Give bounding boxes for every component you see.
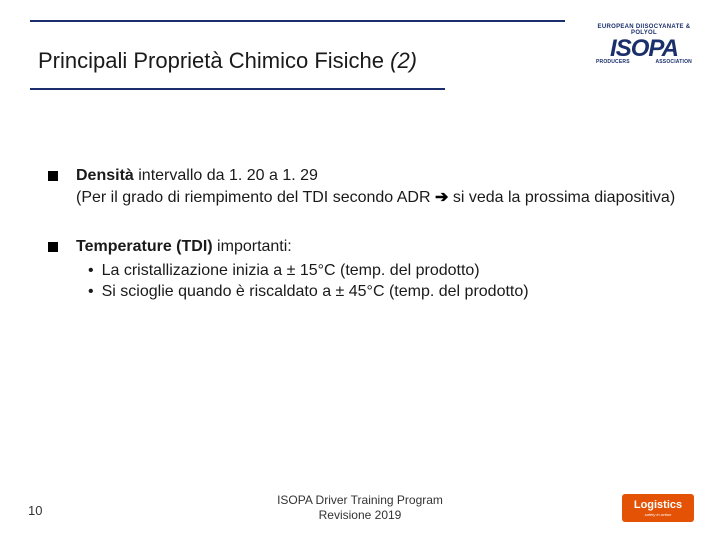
sub-bullet: • La cristallizazione inizia a ± 15°C (t… [88, 260, 678, 282]
logo-main-text: ISOPA [594, 38, 694, 60]
square-bullet-icon [48, 171, 58, 181]
footer-line1: ISOPA Driver Training Program [277, 493, 443, 507]
isopa-logo: EUROPEAN DIISOCYANATE & POLYOL ISOPA PRO… [594, 24, 694, 65]
bullet-body: Densità intervallo da 1. 20 a 1. 29 (Per… [76, 165, 678, 208]
top-rule [30, 20, 565, 22]
bullet-line2-post: si veda la prossima diapositiva) [448, 189, 675, 206]
title-text: Principali Proprietà Chimico Fisiche [38, 48, 390, 73]
footer-center: ISOPA Driver Training Program Revisione … [0, 493, 720, 522]
bullet-density: Densità intervallo da 1. 20 a 1. 29 (Per… [48, 165, 678, 208]
mid-rule [30, 88, 445, 90]
bullet-line2-pre: (Per il grado di riempimento del TDI sec… [76, 189, 435, 206]
footer-logo-tag: safety in action [645, 513, 672, 517]
sub-bullet-text: Si scioglie quando è riscaldato a ± 45°C… [102, 281, 529, 303]
sub-bullet-text: La cristallizazione inizia a ± 15°C (tem… [102, 260, 480, 282]
slide-title: Principali Proprietà Chimico Fisiche (2) [38, 48, 417, 74]
content-area: Densità intervallo da 1. 20 a 1. 29 (Per… [48, 165, 678, 331]
bullet-lead-bold: Densità [76, 167, 134, 184]
bullet-lead-rest: intervallo da 1. 20 a 1. 29 [134, 167, 318, 184]
sub-bullet: • Si scioglie quando è riscaldato a ± 45… [88, 281, 678, 303]
footer-line2: Revisione 2019 [319, 508, 402, 522]
bullet-lead-bold: Temperature (TDI) [76, 238, 213, 255]
dot-bullet-icon: • [88, 281, 94, 303]
slide: Principali Proprietà Chimico Fisiche (2)… [0, 0, 720, 540]
bullet-temperature: Temperature (TDI) importanti: • La crist… [48, 236, 678, 303]
sub-bullet-list: • La cristallizazione inizia a ± 15°C (t… [88, 260, 678, 303]
square-bullet-icon [48, 242, 58, 252]
bullet-body: Temperature (TDI) importanti: • La crist… [76, 236, 678, 303]
title-suffix: (2) [390, 48, 417, 73]
arrow-icon: ➔ [435, 189, 448, 206]
bullet-lead-rest: importanti: [213, 238, 292, 255]
dot-bullet-icon: • [88, 260, 94, 282]
logistics-logo: Logistics safety in action [622, 494, 694, 522]
footer-logo-text: Logistics [634, 500, 682, 511]
